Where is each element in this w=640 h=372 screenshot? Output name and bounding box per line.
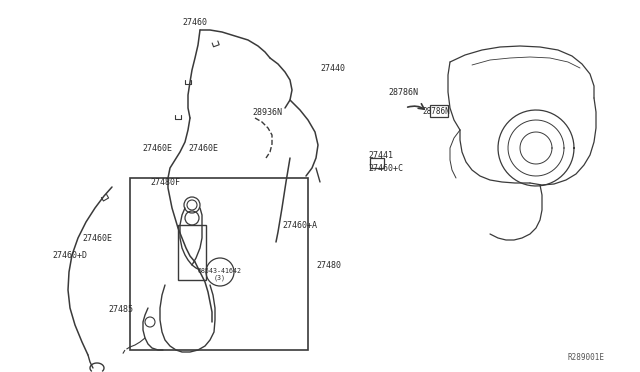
Text: (3): (3) xyxy=(214,275,226,281)
Text: 27460E: 27460E xyxy=(188,144,218,153)
Bar xyxy=(178,225,206,280)
Bar xyxy=(370,158,384,168)
Text: 28936N: 28936N xyxy=(252,108,282,116)
Text: 27460E: 27460E xyxy=(82,234,112,243)
Text: 27485: 27485 xyxy=(108,305,133,314)
Text: 27460: 27460 xyxy=(182,17,207,26)
Bar xyxy=(430,105,448,117)
Text: 27480: 27480 xyxy=(316,260,341,269)
Text: 28786N: 28786N xyxy=(422,106,450,115)
Text: 28786N: 28786N xyxy=(388,87,418,96)
Text: 27460+C: 27460+C xyxy=(368,164,403,173)
Text: 27440: 27440 xyxy=(320,64,345,73)
Text: 27460+D: 27460+D xyxy=(52,250,87,260)
Text: 27441: 27441 xyxy=(368,151,393,160)
Text: 27480F: 27480F xyxy=(150,177,180,186)
Text: 27460E: 27460E xyxy=(142,144,172,153)
Text: R289001E: R289001E xyxy=(568,353,605,362)
Bar xyxy=(130,178,308,350)
Text: 08543-41642: 08543-41642 xyxy=(198,268,242,274)
Text: 27460+A: 27460+A xyxy=(282,221,317,230)
